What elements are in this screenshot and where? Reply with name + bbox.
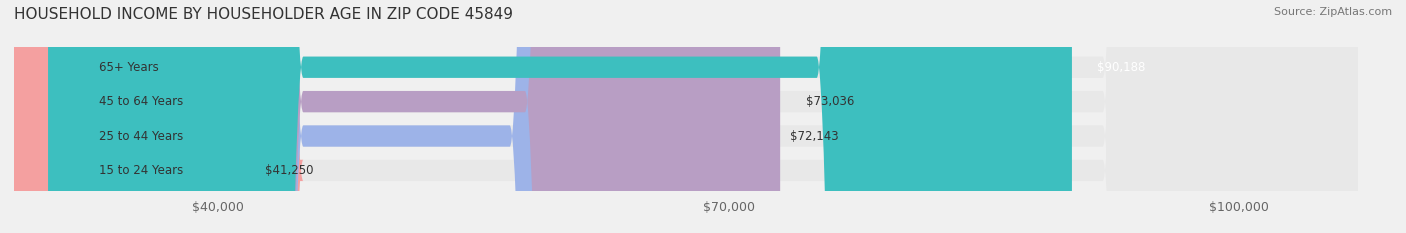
FancyBboxPatch shape — [0, 0, 304, 233]
FancyBboxPatch shape — [48, 0, 1071, 233]
Text: Source: ZipAtlas.com: Source: ZipAtlas.com — [1274, 7, 1392, 17]
FancyBboxPatch shape — [48, 0, 765, 233]
Text: HOUSEHOLD INCOME BY HOUSEHOLDER AGE IN ZIP CODE 45849: HOUSEHOLD INCOME BY HOUSEHOLDER AGE IN Z… — [14, 7, 513, 22]
Text: $73,036: $73,036 — [806, 95, 853, 108]
Text: $90,188: $90,188 — [1098, 61, 1146, 74]
FancyBboxPatch shape — [48, 0, 1358, 233]
Text: 45 to 64 Years: 45 to 64 Years — [98, 95, 183, 108]
Text: 25 to 44 Years: 25 to 44 Years — [98, 130, 183, 143]
FancyBboxPatch shape — [48, 0, 1358, 233]
Text: 65+ Years: 65+ Years — [98, 61, 159, 74]
FancyBboxPatch shape — [48, 0, 780, 233]
Text: 15 to 24 Years: 15 to 24 Years — [98, 164, 183, 177]
Text: $72,143: $72,143 — [790, 130, 839, 143]
FancyBboxPatch shape — [48, 0, 1358, 233]
Text: $41,250: $41,250 — [264, 164, 314, 177]
FancyBboxPatch shape — [48, 0, 1358, 233]
